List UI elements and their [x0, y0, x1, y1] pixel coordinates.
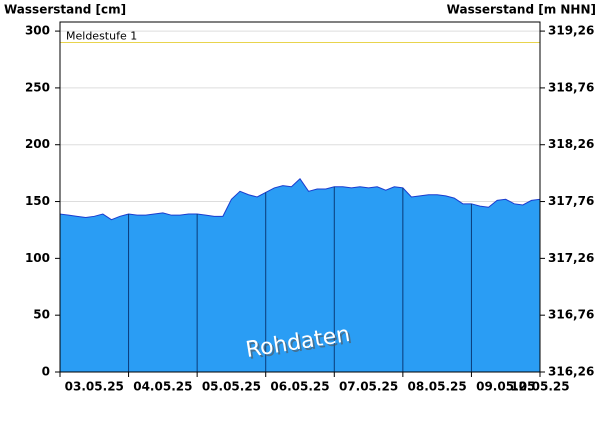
x-tick-label: 07.05.25: [339, 380, 398, 394]
y2-tick-label: 317,26: [548, 251, 594, 265]
y-axis-title: Wasserstand [cm]: [4, 3, 126, 17]
x-tick-label: 06.05.25: [270, 380, 329, 394]
y-tick-label: 250: [25, 80, 50, 94]
threshold-label: Meldestufe 1: [66, 29, 137, 42]
y2-tick-label: 319,26: [548, 24, 594, 38]
y-tick-label: 50: [33, 308, 50, 322]
x-tick-label: 10.05.25: [510, 380, 569, 394]
area: [59, 178, 541, 373]
y2-tick-label: 318,26: [548, 137, 594, 151]
x-tick-label: 04.05.25: [133, 380, 192, 394]
y2-tick-label: 317,76: [548, 194, 594, 208]
plot-frame: [59, 21, 541, 373]
x-tick-label: 05.05.25: [202, 380, 261, 394]
y2-tick-label: 316,76: [548, 308, 594, 322]
y-tick-label: 150: [25, 194, 50, 208]
y2-tick-label: 318,76: [548, 80, 594, 94]
x-tick-label: 03.05.25: [65, 380, 124, 394]
y-tick-label: 200: [25, 137, 50, 151]
x-tick-label: 08.05.25: [408, 380, 467, 394]
y-tick-label: 100: [25, 251, 50, 265]
y-tick-label: 0: [42, 365, 50, 379]
y2-axis-title: Wasserstand [m NHN]: [447, 3, 596, 17]
y2-tick-label: 316,26: [548, 365, 594, 379]
y-tick-label: 300: [25, 24, 50, 38]
x-tick-label: 09.05.25: [476, 380, 535, 394]
